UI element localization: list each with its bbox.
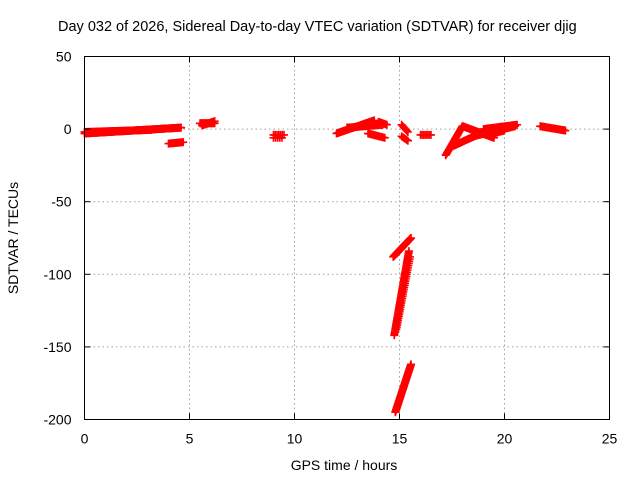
- chart-title: Day 032 of 2026, Sidereal Day-to-day VTE…: [58, 19, 577, 35]
- data-point: [404, 247, 413, 256]
- y-tick-label: -150: [43, 339, 71, 355]
- data-point: [561, 126, 570, 135]
- x-tick-label: 10: [287, 431, 303, 447]
- data-point: [380, 133, 389, 142]
- y-tick-label: 0: [64, 121, 72, 137]
- data-point: [382, 120, 391, 129]
- axis-ticks: [84, 56, 610, 420]
- data-point: [402, 126, 411, 135]
- data-point: [406, 252, 414, 261]
- x-tick-label: 0: [81, 431, 89, 447]
- y-tick-label: 50: [56, 49, 72, 65]
- x-tick-label: 5: [186, 431, 194, 447]
- data-point: [513, 120, 522, 129]
- x-tick-label: 25: [602, 431, 618, 447]
- x-tick-label: 15: [392, 431, 408, 447]
- data-point: [179, 138, 188, 147]
- data-points: [80, 116, 570, 417]
- grid-lines: [84, 56, 610, 420]
- x-tick-labels: 0 5 10 15 20 25: [81, 431, 618, 447]
- data-point: [147, 125, 156, 134]
- data-point: [403, 128, 412, 137]
- y-tick-labels: 50 0 -50 -100 -150 -200: [43, 49, 71, 428]
- x-tick-label: 20: [497, 431, 513, 447]
- y-tick-label: -50: [51, 194, 71, 210]
- data-point: [210, 117, 219, 126]
- data-point: [407, 234, 416, 242]
- y-axis-label: SDTVAR / TECUs: [5, 182, 21, 294]
- data-point: [403, 136, 412, 145]
- data-point: [177, 123, 186, 132]
- x-axis-label: GPS time / hours: [291, 457, 398, 473]
- plot-frame: [84, 56, 610, 420]
- data-point: [402, 135, 411, 144]
- data-point: [407, 360, 416, 369]
- y-tick-label: -100: [43, 266, 71, 282]
- data-point: [427, 130, 435, 139]
- data-point: [277, 133, 286, 142]
- y-tick-label: -200: [43, 412, 71, 428]
- data-point: [500, 126, 509, 135]
